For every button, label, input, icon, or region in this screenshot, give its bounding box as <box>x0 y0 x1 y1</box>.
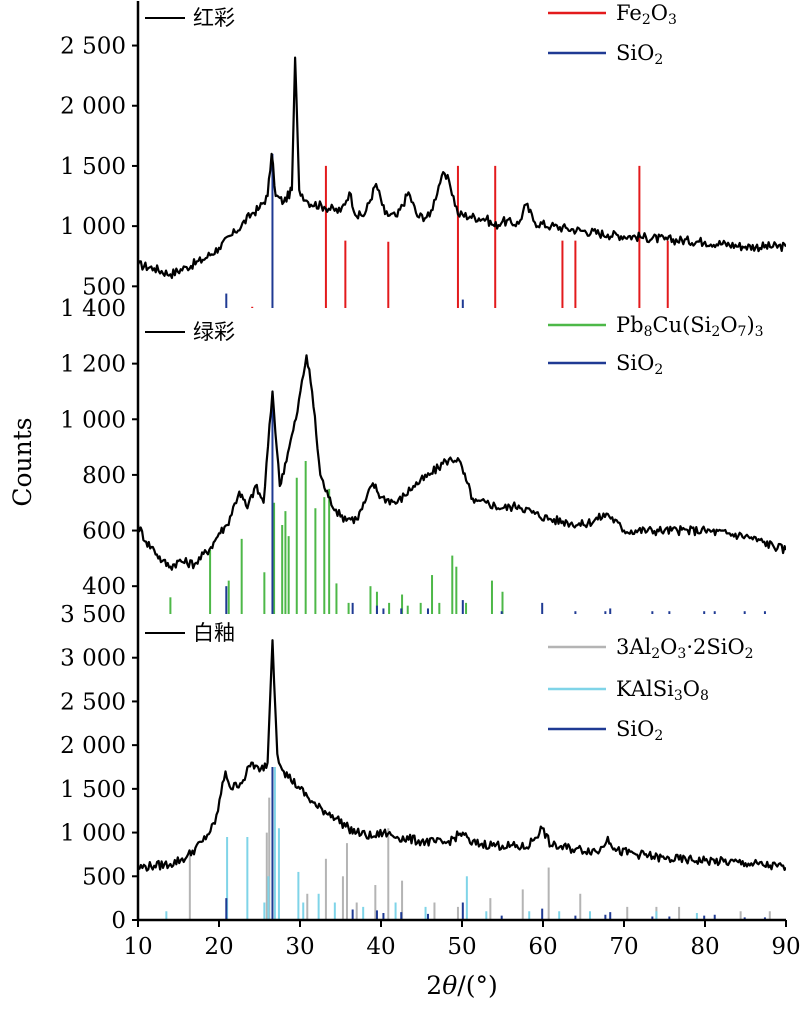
y-top-label: 3 500 <box>60 602 126 628</box>
legend-sample: 白釉 <box>193 621 235 645</box>
y-tick-label: 1 000 <box>60 407 126 433</box>
x-tick-label: 20 <box>204 934 233 960</box>
reference-peaks-3-2 <box>165 767 698 920</box>
x-tick-label: 10 <box>123 934 152 960</box>
x-tick-label: 40 <box>366 934 395 960</box>
legend-sample: 红彩 <box>193 6 235 30</box>
y-tick-label: 500 <box>82 864 126 890</box>
pattern-line <box>138 354 786 571</box>
reference-peaks-2-2 <box>225 391 766 614</box>
legend-reference: SiO2​ <box>616 41 663 68</box>
reference-peaks-3-3 <box>225 767 766 920</box>
pattern-line <box>138 639 786 872</box>
y-tick-label: 800 <box>82 463 126 489</box>
x-tick-label: 70 <box>609 934 638 960</box>
x-tick-label: 50 <box>447 934 476 960</box>
x-tick-label: 60 <box>528 934 557 960</box>
legend-reference: Pb8​Cu(Si2​O7​)3​ <box>616 313 764 340</box>
reference-peaks-2-1 <box>169 461 504 614</box>
y-tick-label: 0 <box>111 908 126 934</box>
y-tick-label: 3 000 <box>60 646 126 672</box>
panel-3: 0 500 1 000 1 500 2 000 2 500 3 000 3 500 白釉 3Al2… <box>60 602 786 934</box>
pattern-line <box>138 56 786 280</box>
y-tick-label: 1 500 <box>60 154 126 180</box>
x-tick-label: 90 <box>771 934 800 960</box>
reference-peaks-1-2 <box>225 153 464 308</box>
legend-reference: KAlSi3​O8​ <box>616 677 709 704</box>
y-tick-label: 500 <box>82 274 126 300</box>
y-tick-label: 2 500 <box>60 689 126 715</box>
legend-sample: 绿彩 <box>193 320 235 344</box>
y-tick-label: 2 500 <box>60 34 126 60</box>
y-tick-label: 600 <box>82 519 126 545</box>
x-tick-label: 80 <box>690 934 719 960</box>
y-tick-label: 1 000 <box>60 214 126 240</box>
y-axis-title: Counts <box>8 417 37 506</box>
y-tick-label: 1 200 <box>60 352 126 378</box>
y-tick-label: 1 500 <box>60 777 126 803</box>
legend-reference: SiO2​ <box>616 351 663 378</box>
legend-reference: Fe2​O3​ <box>616 1 677 28</box>
panel-2: 400 600 800 1 000 1 200 1 400 绿彩 Pb8​Cu(Si2​O7​… <box>60 296 786 614</box>
y-tick-label: 400 <box>82 574 126 600</box>
legend-reference: SiO2​ <box>616 717 663 744</box>
x-axis-title: 2θ/(°) <box>426 971 497 1000</box>
y-tick-label: 2 000 <box>60 733 126 759</box>
y-tick-label: 2 000 <box>60 94 126 120</box>
y-top-label: 1 400 <box>60 296 126 322</box>
legend-reference: 3Al2​O3​·2SiO2​ <box>616 635 754 662</box>
y-tick-label: 1 000 <box>60 821 126 847</box>
panel-1: 500 1 000 1 500 2 000 2 500 红彩 Fe2​O3​ SiO2​ <box>60 1 786 308</box>
x-tick-label: 30 <box>285 934 314 960</box>
